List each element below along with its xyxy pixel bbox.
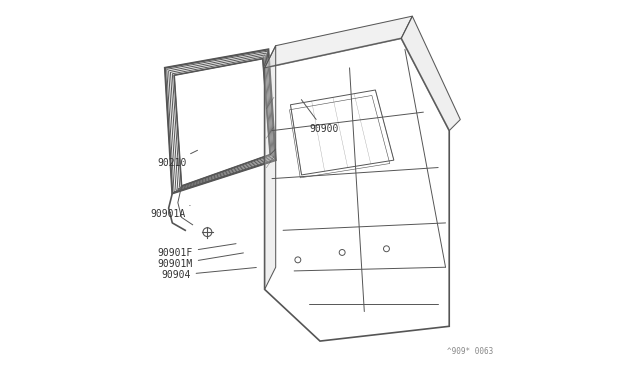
- Polygon shape: [264, 46, 276, 289]
- Polygon shape: [401, 16, 460, 131]
- Text: 90901A: 90901A: [150, 205, 190, 219]
- Text: 90904: 90904: [161, 267, 256, 280]
- Polygon shape: [264, 16, 412, 68]
- Text: 90210: 90210: [157, 150, 198, 168]
- Text: 90900: 90900: [301, 100, 339, 134]
- Text: 90901M: 90901M: [157, 253, 243, 269]
- Text: ^909* 0063: ^909* 0063: [447, 347, 493, 356]
- Text: 90901F: 90901F: [157, 244, 236, 258]
